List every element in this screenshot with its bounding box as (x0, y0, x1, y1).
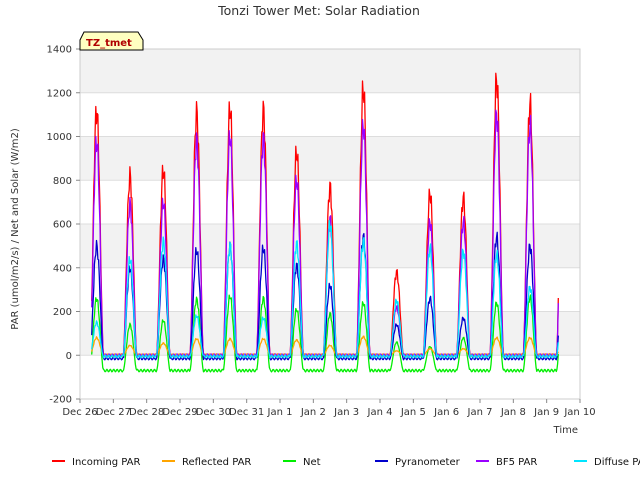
series-line-diffuse-par (91, 219, 559, 359)
legend-label: Net (303, 457, 321, 468)
y-tick-label: 800 (53, 176, 72, 187)
legend: Incoming PAR Reflected PAR Net Pyranometer B… (52, 457, 640, 468)
x-tick-label: Jan 8 (500, 407, 526, 418)
y-axis-ticks: -200 0 200 400 600 800 1000 1200 1400 (47, 45, 80, 406)
y-tick-label: 0 (66, 351, 72, 362)
legend-item-incoming-par: Incoming PAR (52, 457, 141, 468)
x-tick-label: Dec 26 (62, 407, 97, 418)
legend-item-bf5-par: BF5 PAR (476, 457, 537, 468)
x-tick-label: Jan 10 (563, 407, 595, 418)
site-tag: TZ_tmet (79, 31, 144, 51)
x-tick-label: Dec 29 (162, 407, 197, 418)
site-tag-label: TZ_tmet (86, 38, 132, 49)
series-line-net (91, 294, 559, 373)
x-tick-label: Jan 4 (367, 407, 393, 418)
legend-item-net: Net (283, 457, 321, 468)
x-tick-label: Dec 27 (96, 407, 131, 418)
y-tick-label: 200 (53, 307, 72, 318)
legend-label: Incoming PAR (72, 457, 141, 468)
chart-title: Tonzi Tower Met: Solar Radiation (217, 3, 420, 18)
legend-label: Reflected PAR (182, 457, 251, 468)
x-tick-label: Dec 28 (129, 407, 164, 418)
y-tick-label: -200 (49, 395, 72, 406)
legend-label: Pyranometer (395, 457, 461, 468)
x-tick-label: Jan 6 (433, 407, 459, 418)
plot-band (80, 92, 580, 137)
x-tick-label: Jan 1 (267, 407, 293, 418)
y-tick-label: 600 (53, 220, 72, 231)
x-tick-label: Jan 3 (333, 407, 359, 418)
series-layer (91, 72, 559, 373)
x-tick-label: Dec 31 (229, 407, 264, 418)
y-tick-label: 1000 (47, 132, 72, 143)
y-axis-title: PAR (umol/m2/s) / Net and Solar (W/m2) (10, 128, 21, 330)
x-tick-label: Jan 5 (400, 407, 426, 418)
x-axis-title: Time (553, 425, 578, 436)
y-tick-label: 1400 (47, 45, 72, 56)
plot-band (80, 267, 580, 312)
x-tick-label: Jan 9 (533, 407, 559, 418)
legend-item-reflected-par: Reflected PAR (162, 457, 251, 468)
legend-label: BF5 PAR (496, 457, 537, 468)
legend-item-diffuse-par: Diffuse PAR (574, 457, 640, 468)
x-tick-label: Dec 30 (196, 407, 231, 418)
plot-band (80, 136, 580, 181)
site-tag-box (79, 31, 144, 51)
plot-band (80, 311, 580, 356)
plot-band (80, 49, 580, 93)
legend-label: Diffuse PAR (594, 457, 640, 468)
y-tick-label: 1200 (47, 88, 72, 99)
x-tick-label: Jan 7 (467, 407, 493, 418)
legend-item-pyranometer: Pyranometer (375, 457, 461, 468)
y-tick-label: 400 (53, 263, 72, 274)
plot-band (80, 355, 580, 399)
x-tick-label: Jan 2 (300, 407, 326, 418)
